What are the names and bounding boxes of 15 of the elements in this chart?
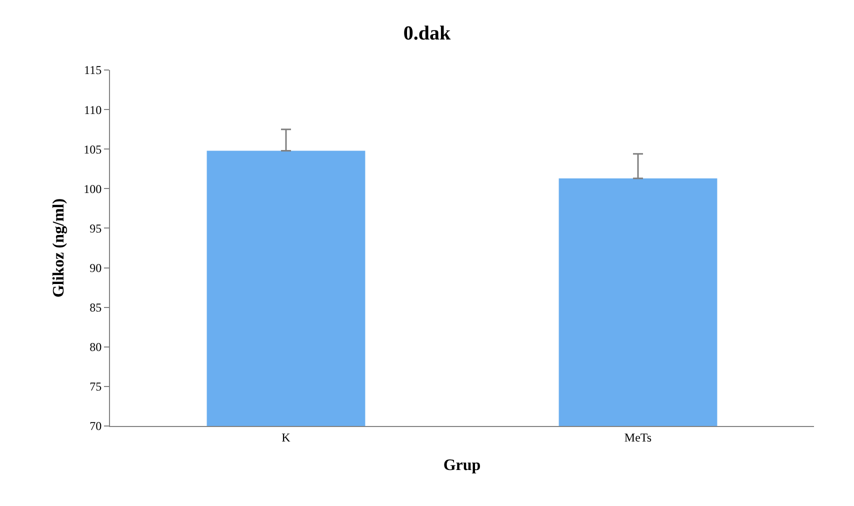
y-tick-label: 100	[84, 182, 102, 196]
y-tick-label: 80	[90, 340, 102, 354]
chart-title: 0.dak	[403, 22, 452, 44]
y-tick-label: 105	[84, 142, 102, 156]
y-tick-label: 95	[90, 221, 102, 236]
y-tick-label: 85	[90, 300, 102, 315]
x-axis-title: Grup	[443, 457, 481, 474]
y-tick-label: 115	[84, 63, 102, 78]
y-tick-label: 110	[84, 102, 102, 117]
y-axis-title: Glikoz (ng/ml)	[50, 198, 68, 298]
x-tick-label: K	[282, 430, 291, 444]
y-tick-label: 75	[90, 380, 102, 394]
y-tick-label: 70	[90, 419, 102, 434]
x-tick-label: MeTs	[624, 430, 652, 444]
y-tick-label: 90	[90, 260, 102, 275]
